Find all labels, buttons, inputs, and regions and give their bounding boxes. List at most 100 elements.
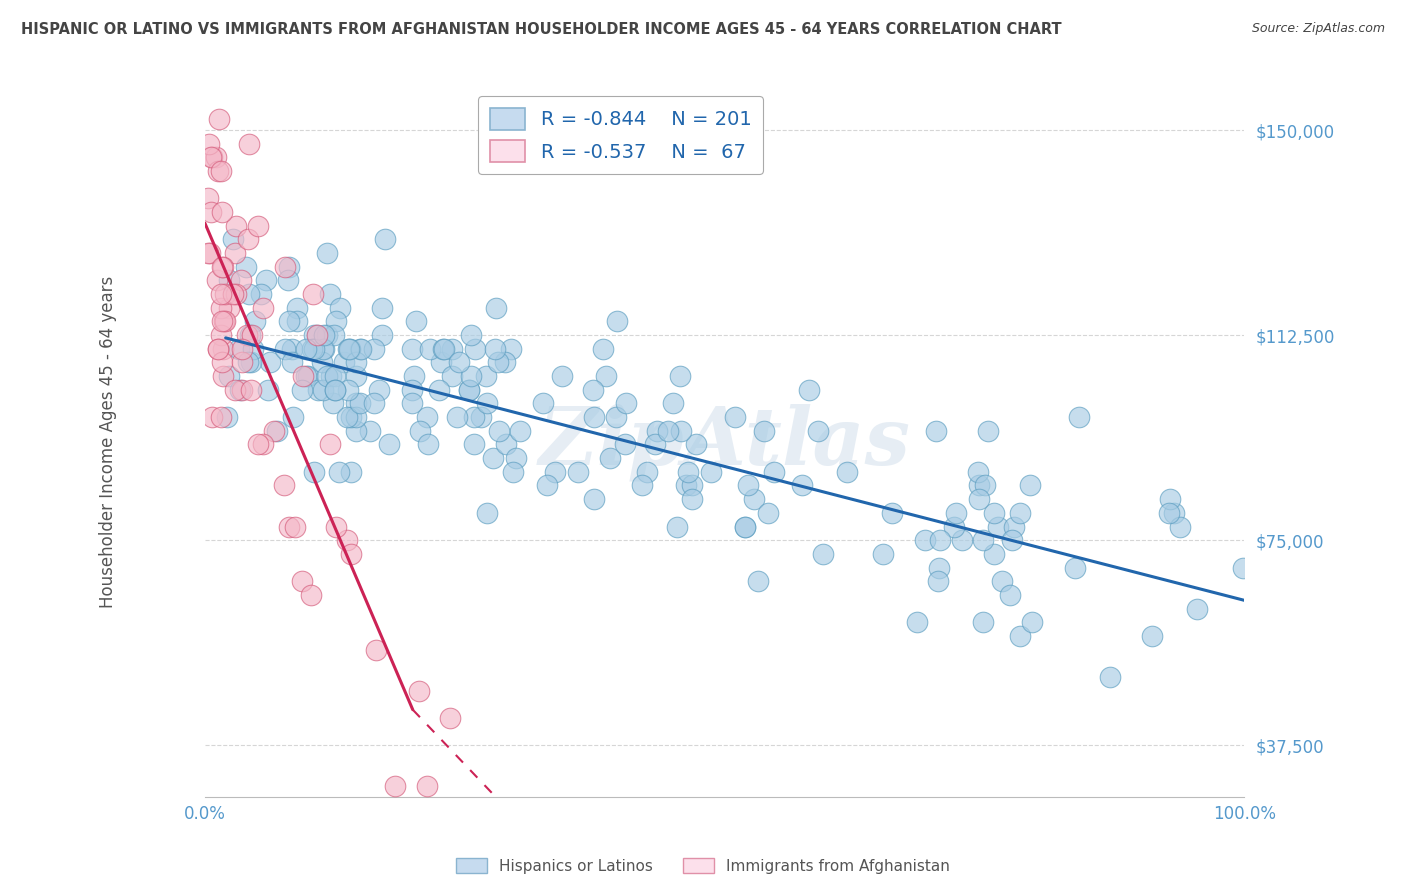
Point xyxy=(340,410,363,425)
Point xyxy=(1157,506,1180,520)
Point xyxy=(240,328,263,343)
Point xyxy=(482,451,505,466)
Point xyxy=(291,369,314,384)
Point xyxy=(486,355,509,369)
Point xyxy=(340,465,363,479)
Point xyxy=(1067,410,1090,425)
Point xyxy=(613,437,636,451)
Point xyxy=(675,478,697,492)
Point xyxy=(319,369,342,384)
Point xyxy=(439,711,461,725)
Point xyxy=(198,246,221,260)
Point xyxy=(505,451,527,466)
Point xyxy=(790,478,813,492)
Point xyxy=(204,151,226,165)
Point xyxy=(200,205,222,219)
Text: ZipAtlas: ZipAtlas xyxy=(538,403,911,481)
Point xyxy=(209,410,232,425)
Point xyxy=(364,642,387,657)
Point xyxy=(928,560,950,574)
Point xyxy=(551,369,574,384)
Y-axis label: Householder Income Ages 45 - 64 years: Householder Income Ages 45 - 64 years xyxy=(100,276,117,607)
Point xyxy=(336,410,359,425)
Point xyxy=(599,451,621,466)
Point xyxy=(972,533,994,548)
Point xyxy=(477,506,499,520)
Point xyxy=(582,383,605,397)
Point xyxy=(218,369,240,384)
Point xyxy=(408,424,430,438)
Point xyxy=(470,410,492,425)
Point xyxy=(246,437,269,451)
Point xyxy=(307,328,329,343)
Point xyxy=(336,533,359,548)
Point xyxy=(614,396,637,410)
Point xyxy=(201,410,224,425)
Point xyxy=(242,342,264,356)
Point xyxy=(211,314,233,328)
Point xyxy=(463,437,485,451)
Point xyxy=(460,328,482,343)
Point xyxy=(299,588,322,602)
Point xyxy=(252,437,274,451)
Point xyxy=(752,424,775,438)
Point xyxy=(630,478,652,492)
Point xyxy=(429,355,451,369)
Point xyxy=(1010,506,1032,520)
Point xyxy=(198,136,221,151)
Point xyxy=(312,328,335,343)
Point xyxy=(416,437,439,451)
Point xyxy=(645,424,668,438)
Point xyxy=(212,342,235,356)
Point xyxy=(301,342,323,356)
Point xyxy=(200,151,222,165)
Point xyxy=(475,369,498,384)
Point xyxy=(742,492,765,507)
Point xyxy=(332,355,354,369)
Point xyxy=(291,574,314,589)
Point xyxy=(685,437,707,451)
Point xyxy=(509,424,531,438)
Point xyxy=(371,301,394,315)
Point xyxy=(211,355,233,369)
Point xyxy=(440,342,463,356)
Point xyxy=(329,301,352,315)
Point xyxy=(914,533,936,548)
Point xyxy=(305,328,328,343)
Point xyxy=(211,205,233,219)
Point xyxy=(315,369,337,384)
Point xyxy=(314,342,336,356)
Point xyxy=(323,383,346,397)
Point xyxy=(212,369,235,384)
Point xyxy=(350,342,373,356)
Point xyxy=(415,779,437,793)
Point xyxy=(484,301,506,315)
Point xyxy=(287,314,309,328)
Point xyxy=(1098,670,1121,684)
Point xyxy=(277,260,299,274)
Point xyxy=(339,342,361,356)
Point xyxy=(495,437,517,451)
Point xyxy=(211,287,233,301)
Point xyxy=(252,301,274,315)
Point xyxy=(209,164,232,178)
Point xyxy=(208,112,231,127)
Point xyxy=(319,437,342,451)
Point xyxy=(238,136,260,151)
Point xyxy=(315,246,337,260)
Point xyxy=(211,260,233,274)
Point xyxy=(402,369,425,384)
Point xyxy=(215,410,238,425)
Point xyxy=(259,355,281,369)
Point xyxy=(872,547,894,561)
Point xyxy=(464,342,486,356)
Point xyxy=(307,383,329,397)
Point xyxy=(484,342,506,356)
Point xyxy=(363,342,385,356)
Point xyxy=(228,342,250,356)
Point xyxy=(374,232,396,246)
Point xyxy=(724,410,747,425)
Point xyxy=(973,478,995,492)
Point xyxy=(247,219,270,233)
Point xyxy=(325,314,347,328)
